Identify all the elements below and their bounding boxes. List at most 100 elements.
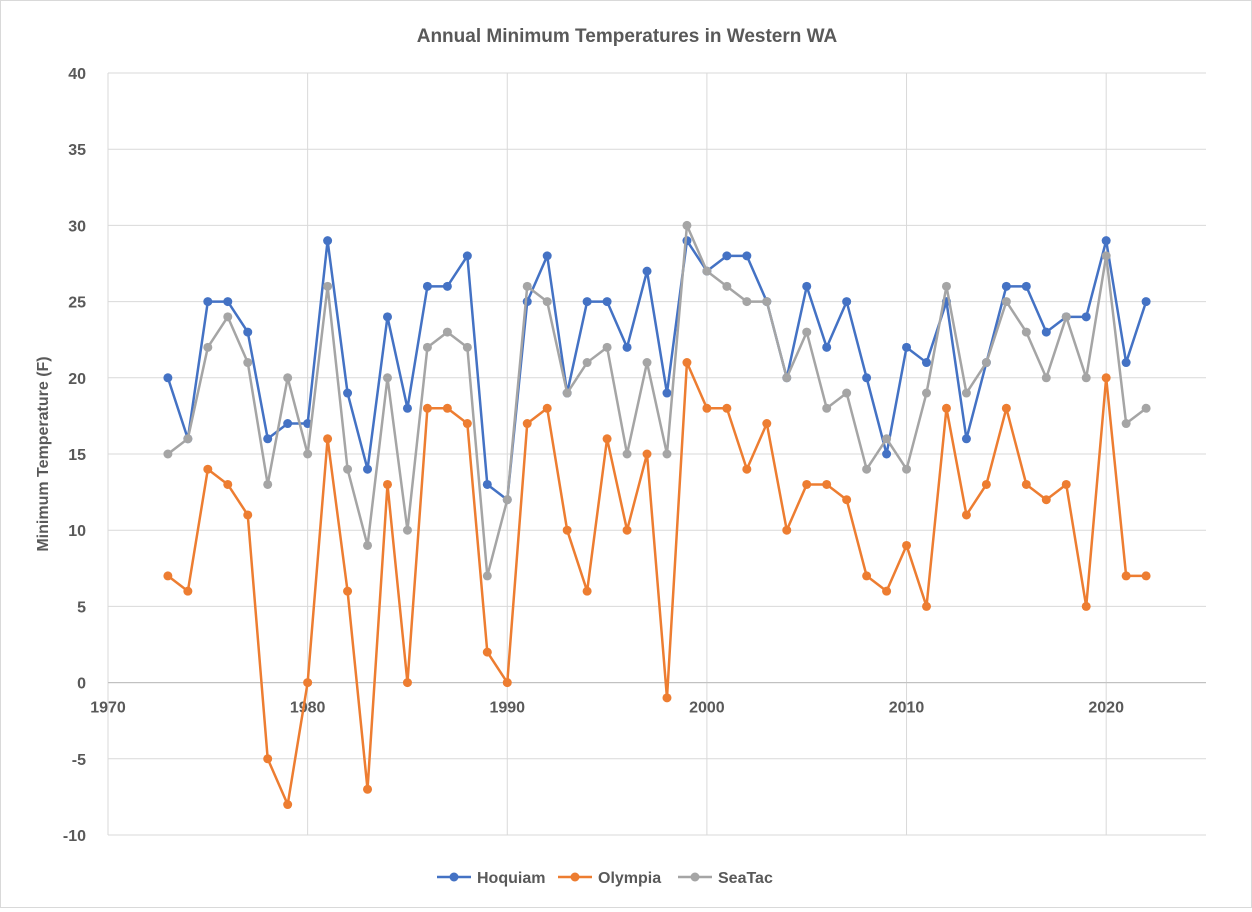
data-point [882, 434, 892, 444]
data-point [722, 251, 732, 261]
data-point [941, 281, 951, 291]
data-point [363, 464, 373, 474]
data-point [283, 800, 293, 810]
data-point [183, 586, 193, 596]
series-lines [163, 220, 1151, 810]
data-point [1041, 495, 1051, 505]
data-point [163, 373, 173, 383]
data-point [363, 540, 373, 550]
data-point [1121, 358, 1131, 368]
data-point [722, 281, 732, 291]
data-point [802, 479, 812, 489]
data-point [502, 495, 512, 505]
series-olympia [163, 358, 1151, 810]
data-point [1001, 403, 1011, 413]
y-tick-label: 20 [68, 371, 86, 388]
data-point [1081, 312, 1091, 322]
data-point [522, 419, 532, 429]
data-point [442, 403, 452, 413]
data-point [163, 449, 173, 459]
legend-label: Olympia [598, 870, 661, 887]
data-point [782, 525, 792, 535]
data-point [1021, 479, 1031, 489]
data-point [662, 693, 672, 703]
data-point [822, 479, 832, 489]
data-point [682, 220, 692, 230]
data-point [902, 540, 912, 550]
x-tick-label: 2020 [1088, 700, 1124, 717]
data-point [402, 678, 412, 688]
data-point [422, 281, 432, 291]
data-point [582, 586, 592, 596]
data-point [802, 281, 812, 291]
data-point [822, 403, 832, 413]
data-point [762, 419, 772, 429]
data-point [702, 403, 712, 413]
data-point [622, 342, 632, 352]
data-point [243, 358, 253, 368]
chart-title: Annual Minimum Temperatures in Western W… [417, 26, 838, 47]
data-point [1101, 251, 1111, 261]
data-point [323, 281, 333, 291]
data-point [1141, 571, 1151, 581]
data-point [1121, 571, 1131, 581]
data-point [482, 571, 492, 581]
data-point [941, 403, 951, 413]
y-tick-label: 15 [68, 447, 86, 464]
data-point [682, 358, 692, 368]
data-point [842, 297, 852, 307]
data-point [802, 327, 812, 337]
data-point [422, 403, 432, 413]
data-point [662, 449, 672, 459]
data-point [1061, 479, 1071, 489]
y-tick-label: 35 [68, 142, 86, 159]
x-tick-label: 2000 [689, 700, 725, 717]
legend-swatch-marker [690, 872, 700, 882]
data-point [203, 342, 213, 352]
y-tick-label: 0 [77, 676, 86, 693]
data-point [562, 388, 572, 398]
data-point [343, 464, 353, 474]
legend-item-hoquiam: Hoquiam [437, 870, 545, 887]
series-hoquiam [163, 236, 1151, 505]
data-point [462, 419, 472, 429]
y-tick-label: 40 [68, 66, 86, 83]
data-point [981, 358, 991, 368]
data-point [323, 434, 333, 444]
data-point [183, 434, 193, 444]
data-point [642, 449, 652, 459]
data-point [442, 327, 452, 337]
legend-swatch-marker [570, 872, 580, 882]
data-point [263, 754, 273, 764]
data-point [363, 784, 373, 794]
data-point [722, 403, 732, 413]
series-seatac [163, 220, 1151, 581]
data-point [1021, 281, 1031, 291]
y-tick-label: 5 [77, 599, 86, 616]
data-point [582, 358, 592, 368]
data-point [622, 525, 632, 535]
data-point [542, 403, 552, 413]
data-point [402, 525, 412, 535]
data-point [882, 586, 892, 596]
data-point [382, 479, 392, 489]
data-point [163, 571, 173, 581]
data-point [842, 388, 852, 398]
data-point [223, 479, 233, 489]
data-point [1041, 373, 1051, 383]
data-point [642, 358, 652, 368]
data-point [343, 388, 353, 398]
data-point [922, 388, 932, 398]
data-point [343, 586, 353, 596]
data-point [1061, 312, 1071, 322]
data-point [1021, 327, 1031, 337]
data-point [223, 297, 233, 307]
data-point [961, 510, 971, 520]
data-point [742, 297, 752, 307]
legend-label: SeaTac [718, 870, 773, 887]
data-point [422, 342, 432, 352]
data-point [742, 251, 752, 261]
data-point [303, 678, 313, 688]
